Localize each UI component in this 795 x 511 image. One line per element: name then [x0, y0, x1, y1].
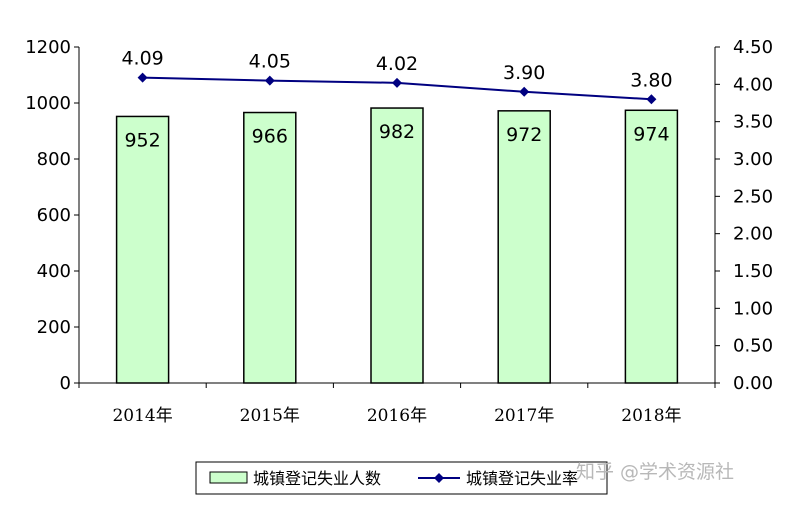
legend: 城镇登记失业人数 城镇登记失业率	[195, 461, 608, 495]
legend-box	[195, 461, 608, 495]
line-series: 4.09 4.05 4.02 3.90 3.80	[121, 48, 673, 105]
right-tick-label: 2.00	[733, 224, 773, 245]
bar	[243, 111, 297, 384]
rate-value-label: 4.02	[376, 53, 418, 75]
x-tick-label: 2015年	[240, 406, 300, 426]
right-tick-label: 0.50	[733, 336, 773, 357]
right-tick-label: 4.00	[733, 74, 773, 95]
rate-point	[392, 77, 402, 88]
legend-bar-swatch	[209, 471, 248, 484]
rate-value-label: 3.80	[630, 69, 672, 91]
left-tick-label: 0	[60, 373, 71, 394]
left-axis: 0 200 400 600 800 1000 1200	[25, 37, 80, 394]
right-tick-label: 3.50	[733, 112, 773, 133]
right-tick-label: 3.00	[733, 149, 773, 170]
left-tick-label: 800	[37, 149, 71, 170]
bar	[624, 109, 679, 384]
x-tick-label: 2014年	[112, 406, 172, 426]
rate-value-label: 4.05	[249, 51, 291, 73]
bars: 952 966 982 972 974	[115, 107, 679, 384]
bar-value-label: 952	[124, 129, 160, 151]
rate-point	[264, 75, 275, 86]
bar	[370, 107, 424, 384]
left-tick-label: 400	[37, 261, 71, 282]
rate-value-label: 3.90	[503, 62, 545, 84]
right-tick-label: 1.50	[733, 261, 773, 282]
x-tick-label: 2016年	[367, 406, 427, 426]
rate-point	[519, 86, 530, 97]
left-tick-label: 1200	[25, 37, 71, 58]
legend-line-label: 城镇登记失业率	[466, 469, 578, 488]
left-tick-label: 600	[37, 205, 71, 226]
bar	[497, 110, 551, 384]
bar-value-label: 982	[379, 121, 415, 143]
legend-bar-label: 城镇登记失业人数	[253, 469, 381, 488]
left-tick-label: 1000	[25, 93, 71, 114]
legend-line-marker	[434, 473, 444, 483]
bar-value-label: 972	[506, 124, 542, 146]
bar-value-label: 974	[633, 123, 669, 145]
rate-point	[646, 94, 657, 105]
right-tick-label: 1.00	[733, 298, 773, 319]
bar	[115, 115, 170, 384]
right-axis: 0.00 0.50 1.00 1.50 2.00 2.50 3.00 3.50 4.00 4.50	[714, 37, 773, 394]
left-tick-label: 200	[37, 317, 71, 338]
x-tick-label: 2018年	[621, 406, 681, 426]
rate-point	[137, 72, 148, 83]
rate-value-label: 4.09	[121, 48, 163, 70]
bar-value-label: 966	[252, 126, 288, 148]
watermark-text: 知乎 @学术资源社	[576, 461, 734, 483]
right-tick-label: 4.50	[733, 37, 773, 58]
right-tick-label: 0.00	[733, 373, 773, 394]
x-axis: 2014年 2015年 2016年 2017年 2018年	[78, 382, 716, 426]
x-tick-label: 2017年	[494, 406, 554, 426]
right-tick-label: 2.50	[733, 186, 773, 207]
